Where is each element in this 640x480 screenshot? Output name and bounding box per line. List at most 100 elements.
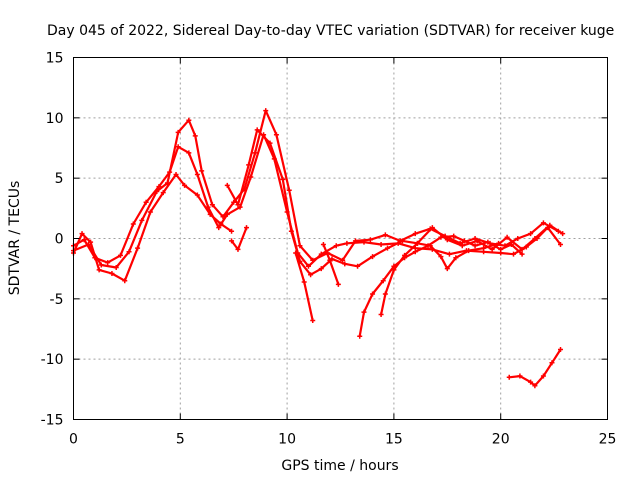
data-point (246, 162, 252, 168)
data-point (508, 242, 514, 248)
data-point (357, 333, 363, 339)
data-point (98, 262, 104, 268)
data-point (444, 266, 450, 272)
data-point (147, 209, 153, 215)
data-point (173, 172, 179, 178)
y-tick-label: -10 (41, 352, 64, 368)
data-point (399, 238, 405, 244)
data-point (301, 279, 307, 285)
data-point (164, 180, 170, 186)
data-point (96, 267, 102, 273)
data-point (504, 234, 510, 240)
y-tick-label: 5 (55, 171, 64, 187)
y-tick-label: 15 (46, 51, 64, 67)
data-point (333, 243, 339, 249)
grid-lines (73, 57, 608, 420)
x-tick-label: 25 (599, 432, 617, 448)
data-point (519, 246, 525, 252)
data-point (156, 184, 162, 190)
data-point (109, 270, 115, 276)
data-point (305, 263, 311, 269)
series-line (508, 348, 562, 387)
y-tick-label: 0 (55, 232, 64, 248)
data-point (117, 252, 123, 258)
series-track-1 (71, 172, 235, 284)
data-point (224, 182, 230, 188)
data-point (466, 248, 472, 254)
data-point (549, 360, 555, 366)
y-tick-label: 10 (46, 111, 64, 127)
series-track-5 (293, 250, 316, 324)
data-point (229, 228, 235, 234)
data-point (384, 245, 390, 251)
data-point (288, 228, 294, 234)
data-point (506, 374, 512, 380)
data-point (286, 187, 292, 193)
data-point (231, 199, 237, 205)
data-point (220, 214, 226, 220)
data-point (182, 182, 188, 188)
data-point (139, 217, 145, 223)
data-point (558, 347, 564, 353)
data-point (560, 231, 566, 237)
data-point (472, 243, 478, 249)
data-point (335, 281, 341, 287)
data-point (485, 239, 491, 245)
data-point (446, 251, 452, 257)
data-point (126, 249, 132, 255)
data-point (235, 202, 241, 208)
data-point (412, 249, 418, 255)
data-point (532, 236, 538, 241)
data-point (355, 263, 361, 269)
data-point (113, 264, 119, 270)
data-point (402, 252, 408, 258)
data-point (254, 127, 260, 133)
data-point (175, 144, 181, 150)
data-point (310, 257, 316, 263)
data-point (105, 260, 111, 266)
x-tick-label: 10 (278, 432, 296, 448)
data-point (342, 261, 348, 267)
data-point (451, 233, 457, 239)
data-point (216, 225, 222, 231)
data-point (267, 140, 273, 146)
data-point (444, 237, 450, 243)
data-point (143, 199, 149, 205)
data-point (481, 245, 487, 251)
data-point (344, 240, 350, 246)
data-point (540, 373, 546, 379)
data-point (235, 246, 241, 252)
series-track-6 (320, 242, 341, 287)
series-line (294, 251, 314, 322)
series-line (226, 128, 564, 276)
data-point (519, 251, 525, 257)
data-point (558, 242, 564, 248)
data-point (318, 266, 324, 272)
data-point (496, 240, 502, 246)
series-track-9 (378, 240, 502, 318)
data-point (192, 133, 198, 139)
series-track-4 (224, 127, 566, 278)
data-point (252, 150, 258, 156)
data-point (498, 246, 504, 252)
data-point (532, 383, 538, 389)
data-point (273, 132, 279, 138)
data-point (85, 242, 91, 248)
data-point (370, 291, 376, 297)
y-axis-label: SDTVAR / TECUs (7, 181, 23, 296)
data-point (378, 242, 384, 248)
data-point (370, 254, 376, 260)
data-point (474, 238, 480, 244)
axis-ticks: 0 5 10 15 20 25 -15 -10 -5 0 5 10 15 (41, 51, 617, 448)
data-point (540, 220, 546, 226)
data-point (194, 172, 200, 178)
x-tick-label: 20 (492, 432, 510, 448)
data-point (320, 242, 326, 248)
data-point (378, 312, 384, 318)
data-point (135, 245, 141, 251)
data-point (263, 108, 269, 114)
y-tick-label: -5 (50, 292, 64, 308)
data-point (229, 238, 235, 244)
x-axis-label: GPS time / hours (281, 458, 398, 474)
